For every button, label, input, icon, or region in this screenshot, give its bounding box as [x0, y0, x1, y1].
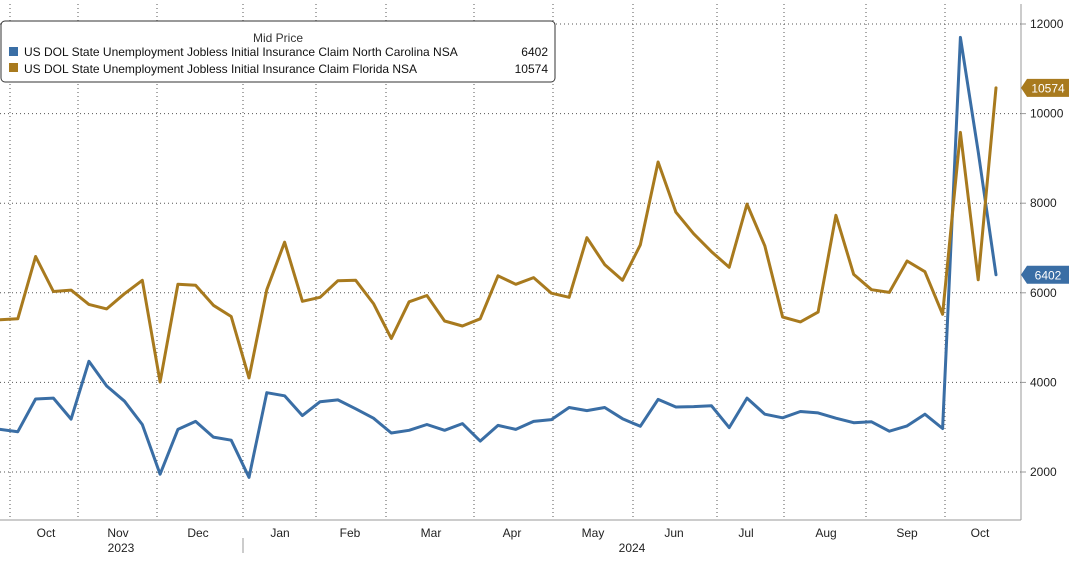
x-tick-label: Oct	[971, 526, 990, 540]
last-value-tag-label: 6402	[1035, 268, 1062, 282]
x-tick-labels: Oct Nov Dec Jan Feb Mar Apr May Jun Jul Aug Sep Oct 2…	[37, 526, 990, 555]
x-tick-label: Sep	[896, 526, 918, 540]
x-tick-label: Mar	[421, 526, 442, 540]
year-label: 2024	[619, 541, 646, 555]
last-value-tags: 6402 10574	[1021, 78, 1069, 284]
legend-swatch-north-carolina	[9, 47, 18, 56]
last-value-tag: 6402	[1021, 265, 1069, 284]
legend-value-north-carolina: 6402	[521, 45, 548, 59]
x-tick-label: Nov	[107, 526, 128, 540]
series-lines	[0, 35, 998, 479]
series-line-0	[0, 35, 998, 479]
x-tick-label: May	[582, 526, 605, 540]
x-tick-label: Apr	[503, 526, 522, 540]
legend: Mid Price US DOL State Unemployment Jobl…	[0, 20, 556, 83]
x-tick-label: Oct	[37, 526, 56, 540]
x-tick-label: Jul	[738, 526, 753, 540]
y-tick-label: 12000	[1030, 17, 1064, 31]
x-tick-label: Dec	[187, 526, 208, 540]
year-label: 2023	[108, 541, 135, 555]
y-tick-labels: 2000 4000 6000 8000 10000 12000	[1030, 17, 1064, 479]
legend-title: Mid Price	[253, 31, 303, 45]
legend-value-florida: 10574	[515, 62, 549, 76]
last-value-tag-bg	[1021, 265, 1069, 284]
x-tick-label: Aug	[815, 526, 836, 540]
axes	[0, 4, 1022, 553]
y-tick-label: 10000	[1030, 107, 1064, 121]
last-value-tag-label: 10574	[1031, 81, 1065, 95]
y-tick-label: 4000	[1030, 375, 1057, 389]
last-value-tag: 10574	[1021, 78, 1069, 97]
last-value-tag-bg	[1021, 78, 1069, 97]
x-tick-label: Jun	[664, 526, 683, 540]
x-tick-label: Jan	[270, 526, 289, 540]
y-tick-label: 2000	[1030, 465, 1057, 479]
y-tick-label: 6000	[1030, 286, 1057, 300]
legend-label-florida: US DOL State Unemployment Jobless Initia…	[24, 62, 417, 76]
legend-box	[0, 20, 556, 83]
y-tick-label: 8000	[1030, 196, 1057, 210]
x-tick-label: Feb	[340, 526, 361, 540]
series-line-1	[0, 86, 998, 384]
legend-swatch-florida	[9, 63, 18, 72]
grid	[0, 4, 1026, 520]
legend-label-north-carolina: US DOL State Unemployment Jobless Initia…	[24, 45, 458, 59]
